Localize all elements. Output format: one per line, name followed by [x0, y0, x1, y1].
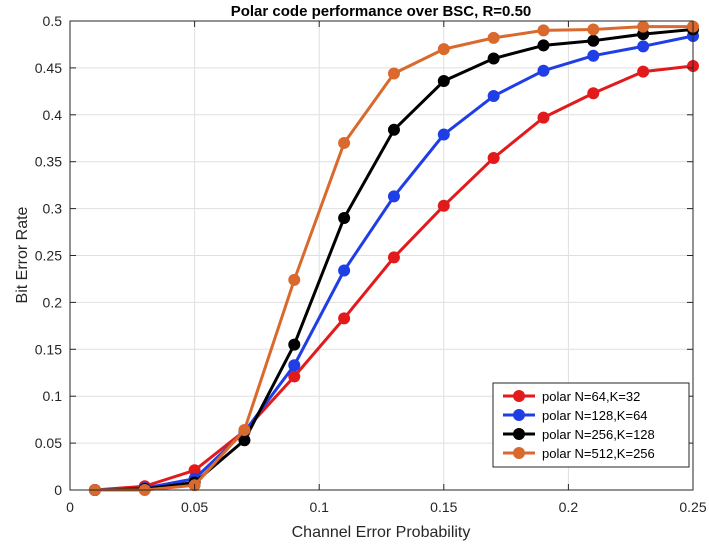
data-point — [387, 190, 400, 203]
y-tick-label: 0.25 — [35, 248, 62, 264]
data-point — [338, 136, 351, 149]
data-point — [437, 128, 450, 141]
y-tick-label: 0.05 — [35, 435, 62, 451]
data-point — [537, 24, 550, 37]
data-point — [288, 338, 301, 351]
data-point — [387, 67, 400, 80]
legend-label: polar N=64,K=32 — [542, 389, 640, 404]
data-point — [637, 20, 650, 33]
data-point — [587, 87, 600, 100]
legend-marker — [513, 428, 525, 440]
data-point — [487, 90, 500, 103]
y-tick-label: 0.15 — [35, 341, 62, 357]
y-tick-label: 0.1 — [43, 388, 63, 404]
y-tick-label: 0 — [54, 482, 62, 498]
x-tick-label: 0.1 — [309, 499, 329, 515]
data-point — [387, 123, 400, 136]
data-point — [487, 52, 500, 65]
legend-marker — [513, 409, 525, 421]
y-tick-label: 0.35 — [35, 154, 62, 170]
data-point — [238, 423, 251, 436]
data-point — [537, 111, 550, 124]
data-point — [437, 75, 450, 88]
data-point — [288, 359, 301, 372]
data-point — [387, 251, 400, 264]
x-axis-label: Channel Error Probability — [292, 524, 471, 541]
x-tick-label: 0 — [66, 499, 74, 515]
data-point — [587, 23, 600, 36]
chart-title: Polar code performance over BSC, R=0.50 — [231, 3, 532, 20]
data-point — [487, 151, 500, 164]
legend-label: polar N=256,K=128 — [542, 427, 655, 442]
y-tick-label: 0.4 — [43, 107, 63, 123]
x-tick-label: 0.25 — [679, 499, 706, 515]
data-point — [288, 273, 301, 286]
tick-labels: 0 0.05 0.1 0.15 0.2 0.25 0 0.05 0.1 0.15 0.2 0.25 0.… — [35, 13, 707, 515]
data-point — [437, 43, 450, 56]
data-point — [537, 64, 550, 77]
y-tick-label: 0.2 — [43, 294, 63, 310]
legend-marker — [513, 447, 525, 459]
y-axis-label: Bit Error Rate — [14, 206, 31, 303]
x-tick-label: 0.15 — [430, 499, 457, 515]
data-point — [637, 40, 650, 53]
data-point — [587, 49, 600, 62]
legend-label: polar N=128,K=64 — [542, 408, 648, 423]
ticks — [69, 20, 694, 491]
legend-marker — [513, 390, 525, 402]
data-point — [338, 312, 351, 325]
x-tick-label: 0.05 — [181, 499, 208, 515]
data-point — [487, 31, 500, 44]
legend-label: polar N=512,K=256 — [542, 446, 655, 461]
y-tick-label: 0.5 — [43, 13, 63, 29]
data-point — [338, 211, 351, 224]
legend: polar N=64,K=32 polar N=128,K=64 polar N=2… — [492, 382, 690, 468]
y-tick-label: 0.45 — [35, 60, 62, 76]
data-point — [338, 264, 351, 277]
data-point — [437, 199, 450, 212]
data-point — [537, 39, 550, 52]
x-tick-label: 0.2 — [559, 499, 579, 515]
grid — [70, 21, 693, 490]
data-point — [637, 65, 650, 78]
y-tick-label: 0.3 — [43, 201, 63, 217]
data-point — [587, 34, 600, 47]
